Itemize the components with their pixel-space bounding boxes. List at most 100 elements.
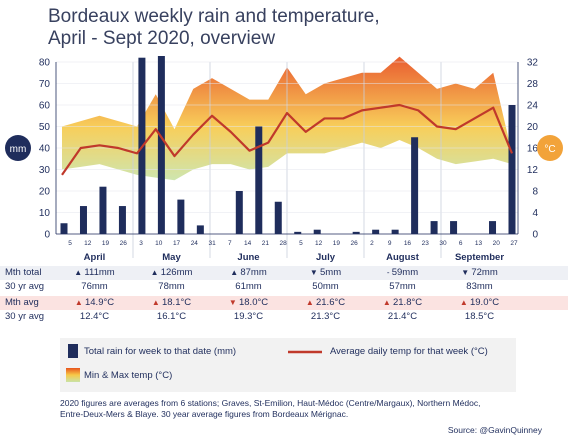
rain-bar xyxy=(430,221,438,234)
rain-bar xyxy=(177,199,185,234)
title-line-2: April - Sept 2020, overview xyxy=(48,28,276,49)
rain-bar xyxy=(508,105,516,234)
celsius-unit-badge xyxy=(537,135,563,161)
stats-value: 19.3°C xyxy=(233,311,264,322)
trend-marker: ▼ xyxy=(228,298,239,307)
stats-value: 12.4°C xyxy=(79,311,110,322)
rain-bar xyxy=(450,221,458,234)
stats-cell: 50mm xyxy=(297,281,355,292)
stats-cell: ▲ 21.8°C xyxy=(374,297,432,308)
trend-marker: ▲ xyxy=(151,298,162,307)
stats-cell: 78mm xyxy=(143,281,201,292)
stats-row: 30 yr avg 76mm 78mm 61mm 50mm 57mm 83mm xyxy=(0,280,568,294)
month-label: June xyxy=(237,252,259,263)
stats-value: 16.1°C xyxy=(156,311,187,322)
right-tick-label: 8 xyxy=(532,187,538,198)
month-label: May xyxy=(162,252,181,263)
day-tick-label: 9 xyxy=(388,240,392,247)
rain-bar xyxy=(489,221,497,234)
chart-title: Bordeaux weekly rain and temperature, Ap… xyxy=(48,6,548,50)
rain-bar xyxy=(411,137,419,234)
stats-row: Mth total ▲ 111mm ▲ 126mm ▲ 87mm ▼ 5mm - 59mm… xyxy=(0,266,568,280)
stats-cell: 57mm xyxy=(374,281,432,292)
day-tick-label: 14 xyxy=(244,240,252,247)
day-tick-label: 5 xyxy=(68,240,72,247)
month-label: July xyxy=(316,252,336,263)
stats-row-label: 30 yr avg xyxy=(5,281,45,292)
legend: Total rain for week to that date (mm) Av… xyxy=(60,338,516,392)
day-tick-label: 27 xyxy=(510,240,518,247)
rain-bar xyxy=(352,231,360,234)
stats-cell: ▼ 18.0°C xyxy=(220,297,278,308)
mm-unit-badge xyxy=(5,135,31,161)
day-tick-label: 16 xyxy=(404,240,412,247)
footer-line-2: Entre-Deux-Mers & Blaye. 30 year average… xyxy=(60,409,349,419)
mm-unit-label: mm xyxy=(10,144,27,155)
trend-marker: ▲ xyxy=(459,298,470,307)
footer-note: 2020 figures are averages from 6 station… xyxy=(60,398,540,420)
month-label: April xyxy=(84,252,106,263)
stats-cell: 21.3°C xyxy=(297,311,355,322)
day-tick-label: 12 xyxy=(84,240,92,247)
stats-cell: - 59mm xyxy=(374,267,432,278)
left-tick-label: 20 xyxy=(39,187,51,198)
legend-band-label: Min & Max temp (°C) xyxy=(84,370,173,381)
legend-bar-swatch xyxy=(68,344,78,358)
trend-marker: ▲ xyxy=(74,298,85,307)
trend-marker: ▲ xyxy=(305,298,316,307)
stats-value: 87mm xyxy=(240,267,267,278)
stats-value: 57mm xyxy=(389,281,416,292)
month-label: August xyxy=(386,252,420,263)
stats-cell: ▲ 18.1°C xyxy=(143,297,201,308)
day-tick-label: 23 xyxy=(422,240,430,247)
stats-value: 18.0°C xyxy=(238,297,269,308)
stats-value: 21.3°C xyxy=(310,311,341,322)
avg-temp-line xyxy=(61,103,514,176)
stats-value: 111mm xyxy=(84,267,115,278)
left-tick-label: 80 xyxy=(39,58,51,69)
stats-row-label: Mth total xyxy=(5,267,42,278)
stats-cell: 12.4°C xyxy=(66,311,124,322)
trend-marker: ▼ xyxy=(461,268,472,277)
stats-cell: 18.5°C xyxy=(451,311,509,322)
stats-value: 83mm xyxy=(466,281,493,292)
trend-marker: ▲ xyxy=(150,268,161,277)
rain-bar xyxy=(391,229,399,234)
stats-row-label: Mth avg xyxy=(5,297,39,308)
rain-bar xyxy=(313,229,321,234)
right-tick-label: 24 xyxy=(527,101,539,112)
rain-bar xyxy=(60,223,68,234)
rain-bar xyxy=(99,186,107,234)
left-tick-label: 70 xyxy=(39,79,51,90)
stats-value: 19.0°C xyxy=(469,297,500,308)
right-tick-label: 0 xyxy=(532,230,538,241)
day-tick-label: 6 xyxy=(459,240,463,247)
trend-marker: - xyxy=(386,268,392,277)
stats-cell: ▲ 14.9°C xyxy=(66,297,124,308)
day-tick-label: 19 xyxy=(333,240,341,247)
stats-cell: 19.3°C xyxy=(220,311,278,322)
stats-row: 30 yr avg 12.4°C 16.1°C 19.3°C 21.3°C 21.4°C 1… xyxy=(0,310,568,324)
day-tick-label: 17 xyxy=(173,240,181,247)
stats-row-label: 30 yr avg xyxy=(5,311,45,322)
stats-value: 76mm xyxy=(81,281,108,292)
rain-bar xyxy=(79,206,87,234)
day-tick-label: 20 xyxy=(493,240,501,247)
stats-cell: ▲ 21.6°C xyxy=(297,297,355,308)
stats-value: 21.4°C xyxy=(387,311,418,322)
right-tick-label: 32 xyxy=(527,58,539,69)
legend-line-label: Average daily temp for that week (°C) xyxy=(330,346,488,357)
trend-marker: ▲ xyxy=(382,298,393,307)
stats-cell: ▲ 111mm xyxy=(66,267,124,278)
trend-marker: ▲ xyxy=(74,268,85,277)
right-tick-label: 16 xyxy=(527,144,539,155)
stats-cell: 76mm xyxy=(66,281,124,292)
stats-cell: 61mm xyxy=(220,281,278,292)
left-tick-label: 10 xyxy=(39,208,51,219)
right-tick-label: 12 xyxy=(527,165,539,176)
stats-cell: 83mm xyxy=(451,281,509,292)
trend-marker: ▼ xyxy=(309,268,320,277)
stats-cell: 21.4°C xyxy=(374,311,432,322)
left-tick-label: 60 xyxy=(39,101,51,112)
